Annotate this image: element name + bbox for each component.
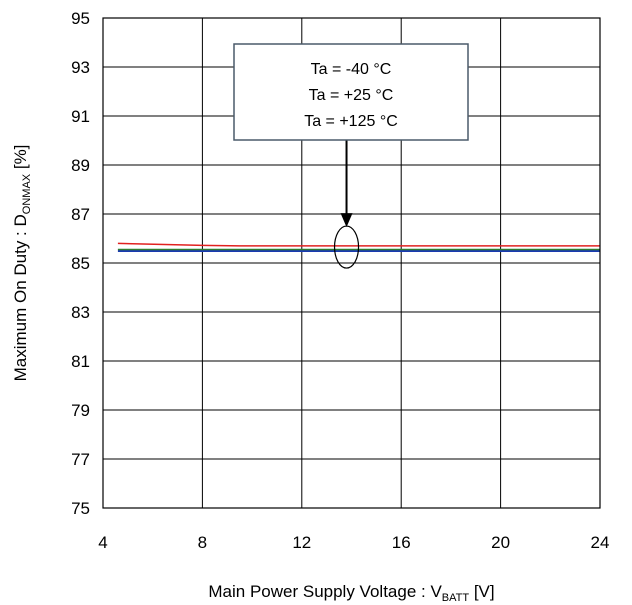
annotation-line-1: Ta = -40 °C xyxy=(311,61,392,78)
y-axis-title-main: Maximum On Duty : D xyxy=(11,214,30,381)
x-tick-label: 16 xyxy=(392,533,411,552)
x-tick-label: 8 xyxy=(198,533,207,552)
y-axis-title-suffix: [%] xyxy=(11,145,30,174)
x-tick-label: 4 xyxy=(98,533,107,552)
annotation-box xyxy=(233,43,469,141)
y-tick-label: 91 xyxy=(71,107,90,126)
x-tick-label: 24 xyxy=(591,533,610,552)
x-tick-labels: 4 8 12 16 20 24 xyxy=(98,533,609,552)
y-axis-title: Maximum On Duty : DONMAX [%] xyxy=(11,145,33,382)
y-axis-title-sub: ONMAX xyxy=(21,173,33,214)
annotation-arrow-head xyxy=(340,213,353,228)
series-lines xyxy=(117,242,600,252)
series-line-3 xyxy=(117,242,600,247)
plot-frame xyxy=(102,17,601,509)
y-tick-label: 93 xyxy=(71,58,90,77)
x-axis-title: Main Power Supply Voltage : VBATT [V] xyxy=(208,582,494,604)
y-tick-label: 89 xyxy=(71,156,90,175)
annotation-line-2: Ta = +25 °C xyxy=(309,87,394,104)
y-tick-label: 85 xyxy=(71,254,90,273)
x-axis-title-sub: BATT xyxy=(442,592,470,604)
annotation-line-3: Ta = +125 °C xyxy=(304,113,398,130)
x-axis-title-suffix: [V] xyxy=(469,582,495,601)
x-tick-label: 12 xyxy=(292,533,311,552)
temperature-annotation: Ta = -40 °C Ta = +25 °C Ta = +125 °C xyxy=(233,43,469,269)
y-tick-label: 77 xyxy=(71,450,90,469)
y-tick-label: 83 xyxy=(71,303,90,322)
y-tick-label: 81 xyxy=(71,352,90,371)
y-tick-label: 95 xyxy=(71,9,90,28)
y-tick-label: 87 xyxy=(71,205,90,224)
x-axis-title-main: Main Power Supply Voltage : V xyxy=(208,582,442,601)
annotation-ellipse xyxy=(333,225,360,269)
y-tick-label: 75 xyxy=(71,499,90,518)
y-tick-label: 79 xyxy=(71,401,90,420)
x-tick-label: 20 xyxy=(491,533,510,552)
y-tick-labels: 75 77 79 81 83 85 87 89 91 93 95 xyxy=(71,9,90,518)
